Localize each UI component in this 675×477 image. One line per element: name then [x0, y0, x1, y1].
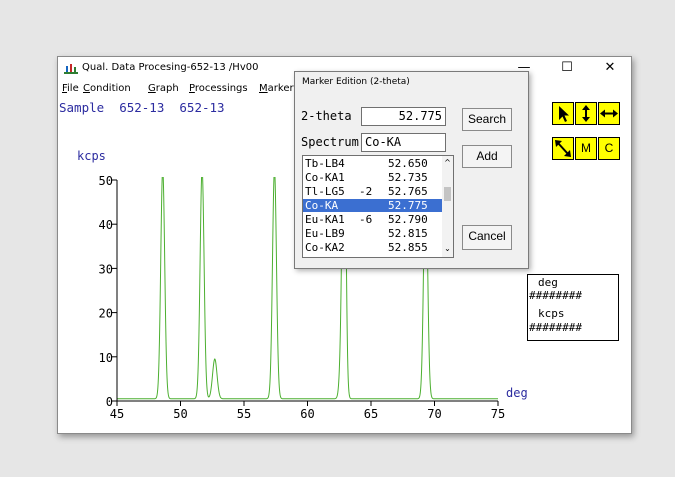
list-item[interactable]: Tb-LB4 52.650 [305, 157, 428, 170]
peak-marker-label: Co-KB1 [155, 359, 168, 399]
horizontal-arrows-icon [600, 109, 618, 118]
two-theta-field[interactable]: 52.775 [361, 107, 446, 126]
y-axis-unit: kcps [77, 149, 106, 163]
readout-y-unit: kcps [538, 307, 565, 320]
y-tick-label: 30 [99, 262, 113, 276]
readout-x-value: ######## [529, 289, 582, 302]
horizontal-tool-button[interactable] [598, 102, 620, 125]
scroll-up-icon[interactable]: ^ [444, 158, 451, 167]
spectrum-line [117, 177, 498, 400]
vertical-arrows-icon [582, 105, 590, 122]
x-tick-label: 70 [427, 407, 441, 421]
marker-edition-dialog: Marker Edition (2-theta) 2-theta 52.775 … [294, 71, 529, 269]
list-item-selected[interactable]: Co-KA 52.775 [303, 199, 443, 212]
scroll-thumb[interactable] [444, 187, 451, 201]
m-tool-button[interactable]: M [575, 137, 597, 160]
list-item[interactable]: Eu-KA1 -6 52.790 [305, 213, 428, 226]
y-tick-label: 20 [99, 307, 113, 321]
c-tool-button[interactable]: C [598, 137, 620, 160]
diagonal-tool-button[interactable] [552, 137, 574, 160]
x-axis-unit: deg [506, 386, 528, 400]
y-tick-label: 0 [106, 395, 113, 409]
spectrum-label: Spectrum [301, 135, 359, 149]
menu-processings[interactable]: Processings [189, 83, 248, 94]
peak-marker-label: Co-KA [204, 297, 217, 330]
spectrum-field[interactable]: Co-KA [361, 133, 446, 152]
two-theta-label: 2-theta [301, 109, 352, 123]
list-scrollbar[interactable]: ^ ⌄ [442, 156, 453, 257]
y-tick-label: 50 [99, 174, 113, 188]
x-tick-label: 55 [237, 407, 251, 421]
title-bar[interactable]: Qual. Data Procesing-652-13 /Hv00 — ☐ ✕ [58, 57, 631, 81]
menu-condition[interactable]: Condition [83, 83, 131, 94]
x-tick-label: 50 [173, 407, 187, 421]
x-tick-label: 75 [491, 407, 505, 421]
diagonal-arrows-icon [555, 140, 571, 157]
scroll-down-icon[interactable]: ⌄ [444, 244, 451, 253]
menu-marker[interactable]: Marker [259, 83, 294, 94]
x-tick-label: 65 [364, 407, 378, 421]
vertical-tool-button[interactable] [575, 102, 597, 125]
readout-x-unit: deg [538, 276, 558, 289]
cursor-readout: deg ######## kcps ######## [527, 274, 619, 341]
readout-y-value: ######## [529, 321, 582, 334]
arrow-pointer-icon [553, 103, 573, 124]
list-item[interactable]: Eu-LB9 52.815 [305, 227, 428, 240]
window-title: Qual. Data Procesing-652-13 /Hv00 [82, 62, 259, 73]
list-item[interactable]: Co-KA2 52.855 [305, 241, 428, 254]
search-button[interactable]: Search [462, 108, 512, 131]
sample-label: Sample 652-13 652-13 [59, 100, 225, 115]
x-tick-label: 45 [110, 407, 124, 421]
menu-file[interactable]: File [62, 83, 79, 94]
y-tick-label: 40 [99, 218, 113, 232]
app-chart-icon [64, 64, 78, 74]
close-button[interactable]: ✕ [604, 60, 616, 75]
add-button[interactable]: Add [462, 145, 512, 168]
list-item[interactable]: Tl-LG5 -2 52.765 [305, 185, 428, 198]
x-tick-label: 60 [300, 407, 314, 421]
pointer-tool-button[interactable] [552, 102, 574, 125]
spectrum-list[interactable]: Tb-LB4 52.650 Co-KA1 52.735 Tl-LG5 -2 52.765… [302, 155, 454, 258]
list-item[interactable]: Co-KA1 52.735 [305, 171, 428, 184]
dialog-title: Marker Edition (2-theta) [302, 77, 410, 87]
maximize-button[interactable]: ☐ [561, 60, 573, 75]
menu-graph[interactable]: Graph [148, 83, 179, 94]
cancel-button[interactable]: Cancel [462, 225, 512, 250]
y-tick-label: 10 [99, 351, 113, 365]
